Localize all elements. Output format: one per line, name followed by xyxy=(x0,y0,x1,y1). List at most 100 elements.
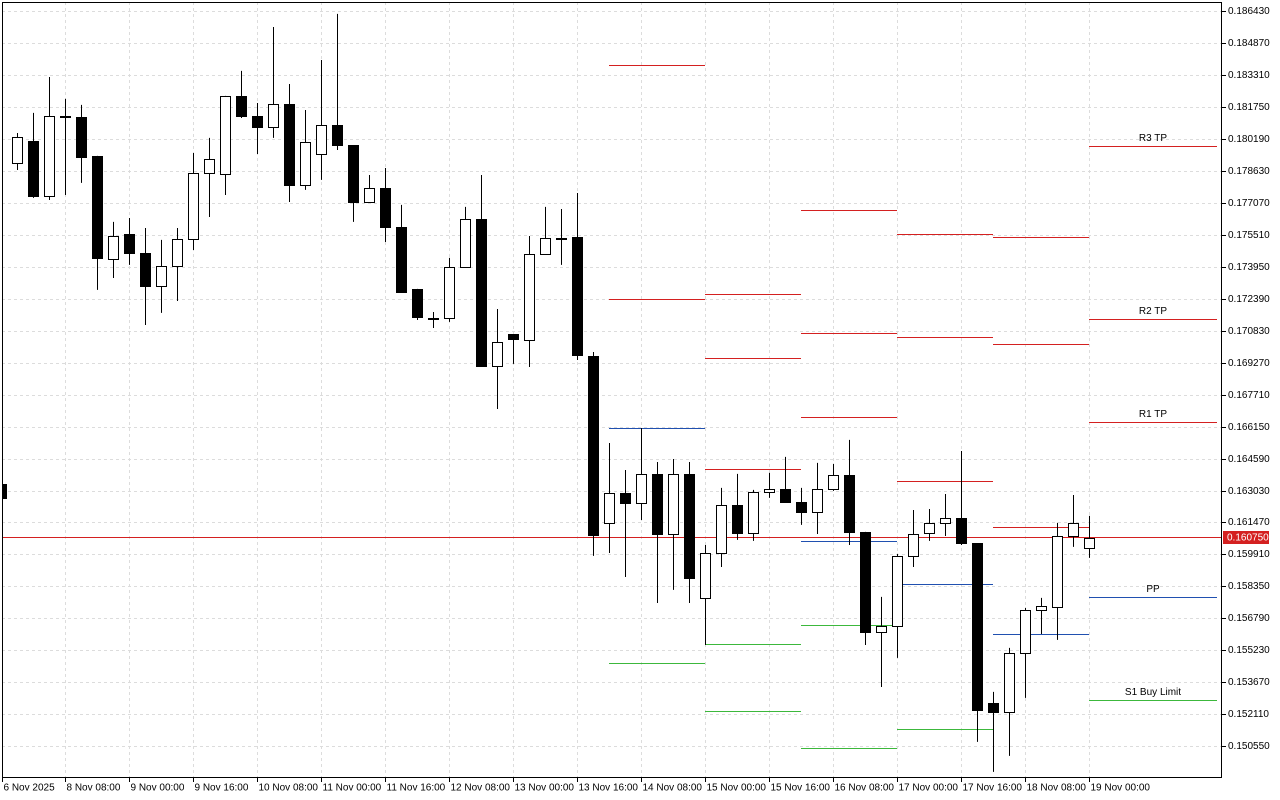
candle-body xyxy=(1084,538,1095,549)
candle-body xyxy=(268,104,279,128)
x-tick-label: 11 Nov 16:00 xyxy=(387,783,446,794)
x-tick-label: 10 Nov 08:00 xyxy=(259,783,319,794)
y-tick-label: 0.153670 xyxy=(1228,677,1270,688)
x-tick-label: 16 Nov 08:00 xyxy=(835,783,895,794)
candle-body xyxy=(1068,523,1079,537)
candle-body xyxy=(1052,536,1063,608)
x-tick-label: 11 Nov 00:00 xyxy=(323,783,382,794)
candle-body xyxy=(108,236,119,260)
y-tick-label: 0.180190 xyxy=(1228,134,1270,145)
x-tick-label: 6 Nov 2025 xyxy=(4,783,56,794)
y-tick-label: 0.156790 xyxy=(1228,613,1270,624)
y-tick-label: 0.183310 xyxy=(1228,70,1270,81)
level-label: R1 TP xyxy=(1139,409,1167,420)
candle-body xyxy=(716,505,727,554)
x-tick-label: 18 Nov 08:00 xyxy=(1027,783,1087,794)
candle-body xyxy=(476,219,487,367)
candle-body xyxy=(604,493,615,524)
candle-body xyxy=(860,532,871,633)
candle-body xyxy=(732,505,743,534)
y-tick-label: 0.181750 xyxy=(1228,102,1270,113)
candle-body xyxy=(220,96,231,175)
candle-body xyxy=(156,266,167,287)
candle-body xyxy=(908,534,919,557)
candle-body xyxy=(332,125,343,146)
candle-body xyxy=(364,188,375,203)
grid-layer xyxy=(2,2,1222,778)
x-tick-label: 9 Nov 00:00 xyxy=(131,783,185,794)
y-tick-label: 0.159910 xyxy=(1228,549,1270,560)
candle-body xyxy=(28,141,39,197)
y-tick-label: 0.167710 xyxy=(1228,390,1270,401)
candle-body xyxy=(1036,606,1047,611)
candle-body xyxy=(508,334,519,340)
y-tick-label: 0.170830 xyxy=(1228,326,1270,337)
x-tick-label: 13 Nov 16:00 xyxy=(579,783,639,794)
y-tick-label: 0.169270 xyxy=(1228,358,1270,369)
candle-body xyxy=(252,116,263,128)
candle-body xyxy=(428,318,439,320)
y-tick-label: 0.155230 xyxy=(1228,645,1270,656)
y-tick-label: 0.186430 xyxy=(1228,6,1270,17)
x-tick-label: 13 Nov 00:00 xyxy=(515,783,575,794)
candle-body xyxy=(316,125,327,155)
y-tick-label: 0.184870 xyxy=(1228,38,1270,49)
candle-body xyxy=(668,474,679,535)
y-tick-label: 0.175510 xyxy=(1228,230,1270,241)
candle-body xyxy=(844,475,855,533)
candle-body xyxy=(940,518,951,524)
candle-body xyxy=(780,489,791,503)
y-tick-label: 0.172390 xyxy=(1228,294,1270,305)
candle-body xyxy=(1020,610,1031,654)
x-tick-label: 9 Nov 16:00 xyxy=(195,783,249,794)
candle-body xyxy=(652,474,663,535)
candle-body xyxy=(988,703,999,713)
candle-body xyxy=(620,493,631,504)
x-tick-label: 12 Nov 08:00 xyxy=(451,783,511,794)
y-tick-label: 0.161470 xyxy=(1228,517,1270,528)
candle-body xyxy=(396,227,407,293)
level-label: R2 TP xyxy=(1139,306,1167,317)
candle-body xyxy=(764,489,775,493)
y-tick-label: 0.150550 xyxy=(1228,741,1270,752)
candle-body xyxy=(812,489,823,513)
level-label: S1 Buy Limit xyxy=(1125,687,1181,698)
candle-body xyxy=(172,239,183,267)
candle-layer xyxy=(2,13,1095,772)
y-tick-label: 0.164590 xyxy=(1228,454,1270,465)
candle-body xyxy=(44,116,55,197)
y-tick-label: 0.173950 xyxy=(1228,262,1270,273)
current-price-label: 0.160750 xyxy=(1227,533,1269,544)
candle-body xyxy=(76,117,87,158)
candle-body xyxy=(796,502,807,513)
candle-body xyxy=(460,219,471,268)
candle-body xyxy=(588,356,599,536)
candle-body xyxy=(124,234,135,254)
candle-body xyxy=(412,289,423,318)
y-tick-label: 0.163030 xyxy=(1228,486,1270,497)
candle-body xyxy=(956,518,967,544)
y-tick-label: 0.152110 xyxy=(1228,709,1269,720)
y-tick-label: 0.166150 xyxy=(1228,422,1270,433)
candle-body xyxy=(300,142,311,186)
level-layer: R3 TP R2 TP R1 TP PP S1 Buy Limit xyxy=(2,65,1222,749)
candle-body xyxy=(684,474,695,579)
plot-frame xyxy=(2,2,1222,778)
candle-body xyxy=(12,137,23,164)
current-price-tag xyxy=(1223,531,1269,544)
x-tick-label: 8 Nov 08:00 xyxy=(67,783,121,794)
y-tick-label: 0.178630 xyxy=(1228,166,1270,177)
candle-body xyxy=(1004,653,1015,713)
x-tick-label: 15 Nov 16:00 xyxy=(771,783,831,794)
candle-body xyxy=(380,188,391,228)
candle-body xyxy=(92,156,103,259)
y-tick-label: 0.158350 xyxy=(1228,581,1270,592)
candle-body xyxy=(972,543,983,711)
candle-body xyxy=(892,556,903,627)
candle-body xyxy=(524,254,535,341)
candle-body xyxy=(636,474,647,504)
candle-body xyxy=(572,237,583,356)
y-tick-label: 0.177070 xyxy=(1228,198,1270,209)
